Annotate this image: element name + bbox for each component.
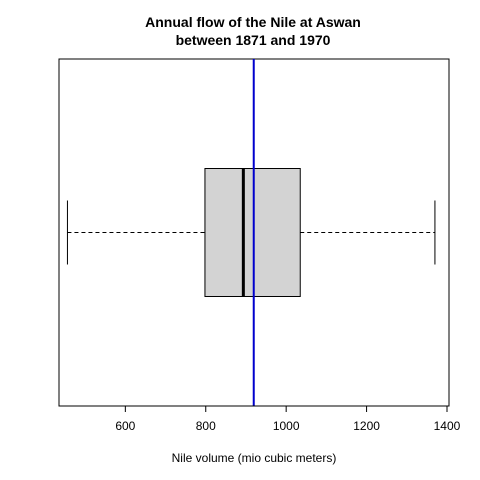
x-tick-label-1000: 1000 [273, 419, 300, 433]
interquartile-box [204, 168, 301, 297]
chart-title-line-1: Annual flow of the Nile at Aswan [145, 14, 361, 30]
x-tick-label-1200: 1200 [353, 419, 380, 433]
x-tick-label-800: 800 [196, 419, 216, 433]
boxplot [66, 168, 436, 297]
x-tick-label-600: 600 [115, 419, 135, 433]
x-tick-label-1400: 1400 [434, 419, 461, 433]
x-axis: 600 800 1000 1200 1400 [115, 405, 461, 433]
x-axis-label: Nile volume (mio cubic meters) [172, 451, 337, 465]
chart-title-line-2: between 1871 and 1970 [176, 32, 331, 48]
